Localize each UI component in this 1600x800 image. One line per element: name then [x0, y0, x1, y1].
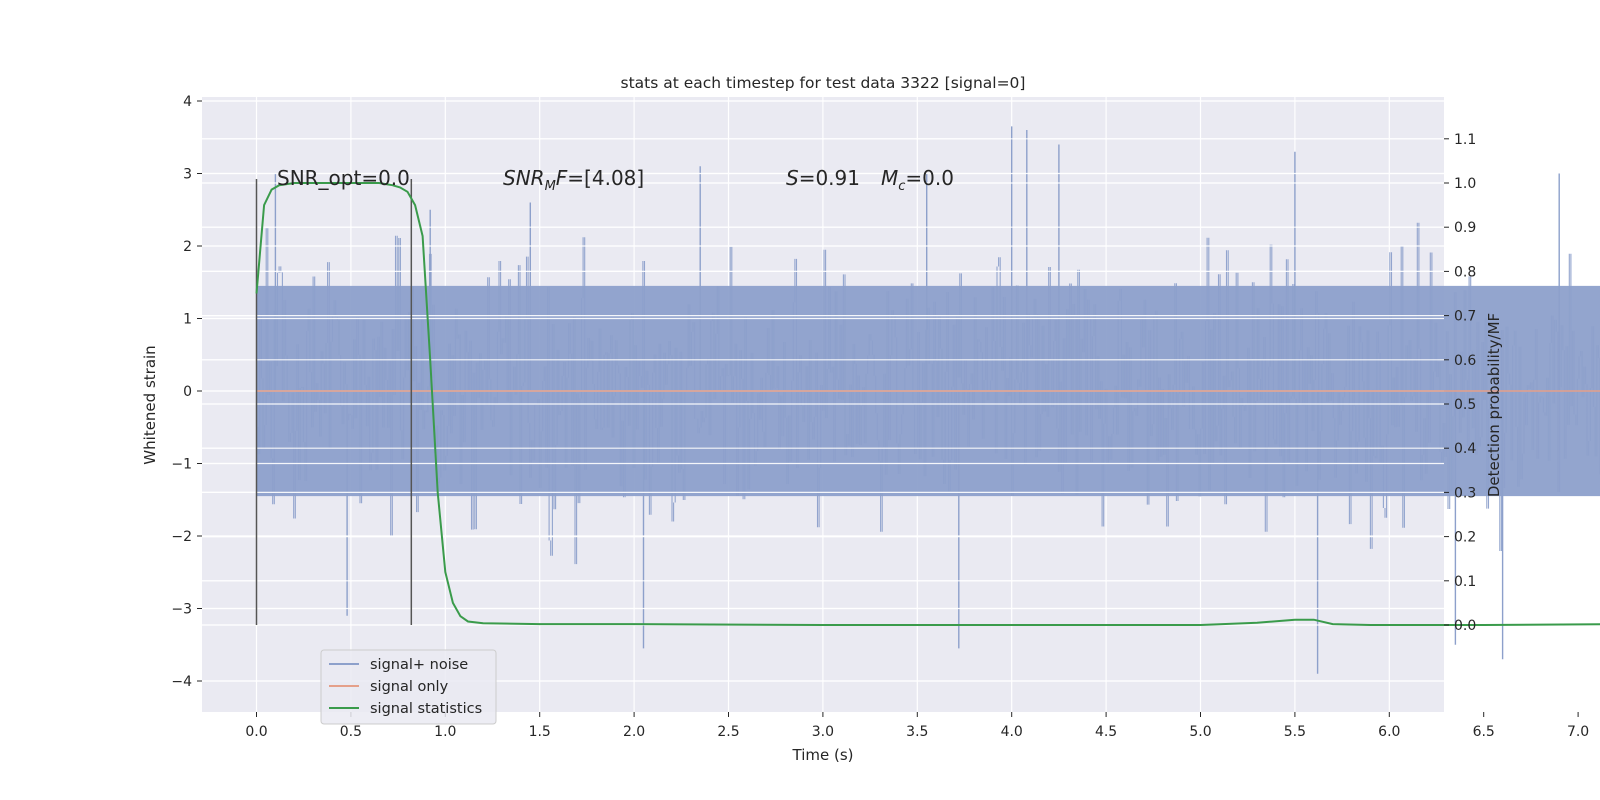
noise-peaks [274, 126, 1560, 674]
y2-axis-label: Detection probability/MF [1485, 313, 1503, 497]
annotation-snr-opt: SNR_opt=0.0 [277, 166, 410, 190]
x-axis-label: Time (s) [792, 746, 854, 764]
y2-tick-label: 0.1 [1454, 574, 1476, 590]
y2-tick-label: 0.4 [1454, 441, 1476, 457]
vertical-markers [255, 179, 413, 625]
x-tick-label: 6.0 [1378, 724, 1400, 740]
chart-title: stats at each timestep for test data 332… [621, 74, 1026, 92]
series-signal-statistics [255, 182, 1600, 626]
y-tick-label: 0 [183, 384, 192, 400]
y2-tick-label: 0.9 [1454, 220, 1476, 236]
y2-axis-ticks: 1.1 1.0 0.9 0.8 0.7 0.6 0.5 0.4 0.3 0.2 0.1 0.0 [1444, 132, 1476, 634]
y-tick-label: −1 [171, 457, 192, 473]
x-tick-label: 1.0 [434, 724, 456, 740]
y2-tick-label: 0.5 [1454, 397, 1476, 413]
x-tick-label: 4.0 [1001, 724, 1023, 740]
legend-frame [320, 649, 497, 725]
y2-tick-label: 0.0 [1454, 618, 1476, 634]
y-tick-label: −3 [171, 602, 192, 618]
x-tick-label: 6.5 [1473, 724, 1495, 740]
legend-label-signal-only: signal only [370, 679, 449, 695]
x-tick-label: 3.5 [906, 724, 928, 740]
x-tick-label: 4.5 [1095, 724, 1117, 740]
y-tick-label: −2 [171, 529, 192, 545]
x-tick-label: 3.0 [812, 724, 834, 740]
x-tick-label: 1.5 [529, 724, 551, 740]
x-axis-ticks: 0.0 0.5 1.0 1.5 2.0 2.5 3.0 3.5 4.0 4.5 5.0 5.5 6.0 6… [245, 712, 1589, 740]
x-tick-label: 2.0 [623, 724, 645, 740]
y2-tick-label: 1.1 [1454, 132, 1476, 148]
y-axis-label: Whitened strain [141, 345, 159, 464]
y2-tick-label: 0.8 [1454, 264, 1476, 280]
annotation-mc: Mc=0.0 [881, 166, 954, 194]
y-tick-label: 4 [183, 94, 192, 110]
y2-tick-label: 1.0 [1454, 176, 1476, 192]
legend: signal+ noise signal only signal statist… [320, 649, 497, 725]
y2-tick-label: 0.3 [1454, 485, 1476, 501]
y2-tick-label: 0.7 [1454, 309, 1476, 325]
y-tick-label: 3 [183, 167, 192, 183]
x-tick-label: 7.0 [1567, 724, 1589, 740]
y-tick-label: 2 [183, 239, 192, 255]
y-tick-label: 1 [183, 312, 192, 328]
legend-label-signal-noise: signal+ noise [370, 657, 468, 673]
y-tick-label: −4 [171, 674, 192, 690]
x-tick-label: 0.5 [340, 724, 362, 740]
annotation-s: S=0.91 [786, 166, 860, 190]
x-tick-label: 2.5 [717, 724, 739, 740]
x-tick-label: 5.5 [1284, 724, 1306, 740]
y2-tick-label: 0.2 [1454, 530, 1476, 546]
y-axis-ticks: 4 3 2 1 0 −1 −2 −3 −4 [171, 94, 202, 690]
x-tick-label: 0.0 [245, 724, 267, 740]
y2-tick-label: 0.6 [1454, 353, 1476, 369]
annotation-snr-mf: SNRMF=[4.08] [503, 166, 644, 194]
legend-label-signal-statistics: signal statistics [370, 701, 482, 717]
x-tick-label: 5.0 [1189, 724, 1211, 740]
